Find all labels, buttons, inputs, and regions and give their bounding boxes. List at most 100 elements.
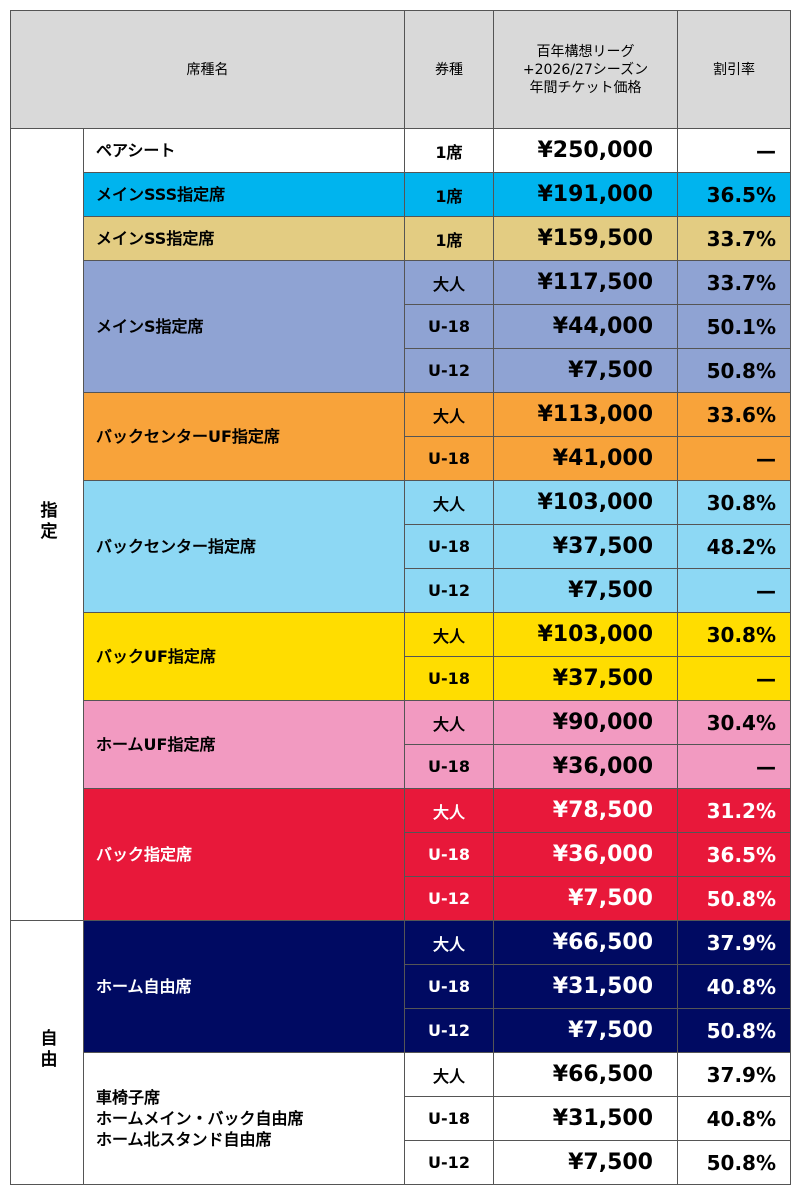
table-body: 指定 ペアシート 1席 ¥250,000— メインSSS指定席 1席 ¥191,000 36.… — [10, 128, 791, 1185]
ticket-type: U-12 — [404, 876, 494, 921]
ticket-type: 大人 — [404, 700, 494, 745]
table-row: U-18 ¥41,000— — [11, 436, 791, 481]
ticket-type: U-18 — [404, 1096, 494, 1141]
ticket-type: U-18 — [404, 832, 494, 877]
table-row: U-18 ¥31,500 40.8% — [11, 964, 791, 1009]
category-label: 指定 — [36, 501, 57, 543]
table-row: 自由 ホーム自由席 大人 ¥66,500 37.9% — [10, 920, 791, 1185]
seat-name-cell: バックUF指定席 — [83, 612, 405, 701]
discount-rate: 50.1% — [677, 304, 791, 349]
ticket-type: 大人 — [404, 480, 494, 525]
table-row: U-18 ¥37,500— — [11, 656, 791, 701]
category-label: 自由 — [36, 1029, 57, 1071]
ticket-price: ¥103,000 — [493, 612, 678, 657]
discount-rate: 31.2% — [677, 788, 791, 833]
ticket-type: 1席 — [404, 216, 494, 261]
discount-rate: — — [677, 436, 791, 481]
discount-rate: 30.4% — [677, 700, 791, 745]
seat-name: ホーム自由席 — [96, 977, 192, 996]
category-cell: 自由 — [10, 920, 84, 1185]
ticket-type: U-18 — [404, 524, 494, 569]
discount-rate: 48.2% — [677, 524, 791, 569]
seat-name-cell: 車椅子席 ホームメイン・バック自由席 ホーム北スタンド自由席 — [83, 1052, 405, 1185]
seat-name: メインSSS指定席 — [96, 185, 226, 204]
ticket-price: ¥36,000 — [493, 832, 678, 877]
table-row: U-18 ¥37,500 48.2% — [11, 524, 791, 569]
ticket-price: ¥66,500 — [493, 920, 678, 965]
price-table: 席種名 券種 百年構想リーグ +2026/27シーズン 年間チケット価格 割引率… — [10, 10, 791, 1185]
table-row: U-18 ¥44,000 50.1% — [11, 304, 791, 349]
ticket-price: ¥117,500 — [493, 260, 678, 305]
seat-name-cell: バックセンターUF指定席 — [83, 392, 405, 481]
ticket-price: ¥7,500 — [493, 876, 678, 921]
ticket-price: ¥7,500 — [493, 1008, 678, 1053]
ticket-type: 大人 — [404, 1052, 494, 1097]
ticket-type: 1席 — [404, 128, 494, 173]
ticket-type: U-18 — [404, 656, 494, 701]
seat-name: ホームメイン・バック自由席 — [96, 1109, 304, 1128]
discount-rate: 37.9% — [677, 920, 791, 965]
header-price-line: 年間チケット価格 — [529, 79, 642, 96]
ticket-type: U-12 — [404, 1140, 494, 1185]
table-row: U-12 ¥7,500 50.8% — [11, 1140, 791, 1185]
header-discount: 割引率 — [677, 10, 791, 129]
category-cell: 指定 — [10, 128, 84, 921]
table-row: バック指定席 大人 ¥78,500 31.2% — [11, 788, 791, 921]
seat-name: バック指定席 — [96, 845, 193, 864]
table-row: バックセンター指定席 大人 ¥103,000 30.8% — [11, 480, 791, 613]
discount-rate: 50.8% — [677, 876, 791, 921]
seat-name: 車椅子席 — [96, 1088, 161, 1107]
ticket-price: ¥31,500 — [493, 1096, 678, 1141]
seat-name-cell: メインS指定席 — [83, 260, 405, 393]
ticket-price: ¥37,500 — [493, 524, 678, 569]
discount-rate: — — [677, 744, 791, 789]
seat-name-cell: バック指定席 — [83, 788, 405, 921]
discount-rate: 37.9% — [677, 1052, 791, 1097]
discount-rate: 40.8% — [677, 964, 791, 1009]
table-row: メインSS指定席 1席 ¥159,500 33.7% — [11, 216, 791, 261]
table-row: U-12 ¥7,500 50.8% — [11, 348, 791, 393]
table-row: U-18 ¥31,500 40.8% — [11, 1096, 791, 1141]
ticket-price: ¥7,500 — [493, 348, 678, 393]
table-row: メインS指定席 大人 ¥117,500 33.7% — [11, 260, 791, 393]
ticket-price: ¥159,500 — [493, 216, 678, 261]
header-price-line: +2026/27シーズン — [522, 61, 649, 78]
header-seat: 席種名 — [10, 10, 405, 129]
ticket-type: U-12 — [404, 568, 494, 613]
discount-rate: 30.8% — [677, 612, 791, 657]
discount-rate: — — [677, 656, 791, 701]
discount-rate: 50.8% — [677, 1140, 791, 1185]
seat-name: バックセンターUF指定席 — [96, 427, 280, 446]
discount-rate: 40.8% — [677, 1096, 791, 1141]
ticket-type: U-18 — [404, 964, 494, 1009]
ticket-type: U-12 — [404, 1008, 494, 1053]
ticket-price: ¥90,000 — [493, 700, 678, 745]
ticket-type: U-12 — [404, 348, 494, 393]
seat-name: メインSS指定席 — [96, 229, 215, 248]
discount-rate: 30.8% — [677, 480, 791, 525]
ticket-price: ¥250,000 — [493, 128, 678, 173]
seat-name-cell: バックセンター指定席 — [83, 480, 405, 613]
ticket-type: U-18 — [404, 304, 494, 349]
ticket-price: ¥31,500 — [493, 964, 678, 1009]
discount-rate: — — [677, 568, 791, 613]
table-row: U-12 ¥7,500— — [11, 568, 791, 613]
seat-name: メインS指定席 — [96, 317, 204, 336]
seat-name: ペアシート — [96, 141, 176, 160]
header-ticket: 券種 — [404, 10, 494, 129]
ticket-price: ¥7,500 — [493, 568, 678, 613]
ticket-price: ¥103,000 — [493, 480, 678, 525]
ticket-type: 1席 — [404, 172, 494, 217]
ticket-type: 大人 — [404, 392, 494, 437]
ticket-type: 大人 — [404, 612, 494, 657]
discount-rate: 33.7% — [677, 260, 791, 305]
ticket-price: ¥191,000 — [493, 172, 678, 217]
table-row: 車椅子席 ホームメイン・バック自由席 ホーム北スタンド自由席 大人 ¥66,500 37.… — [11, 1052, 791, 1185]
ticket-type: 大人 — [404, 920, 494, 965]
ticket-type: 大人 — [404, 788, 494, 833]
seat-name: ホームUF指定席 — [96, 735, 216, 754]
table-row: バックUF指定席 大人 ¥103,000 30.8% — [11, 612, 791, 701]
seat-name-cell: ホームUF指定席 — [83, 700, 405, 789]
seat-name-cell: ペアシート — [83, 128, 405, 173]
